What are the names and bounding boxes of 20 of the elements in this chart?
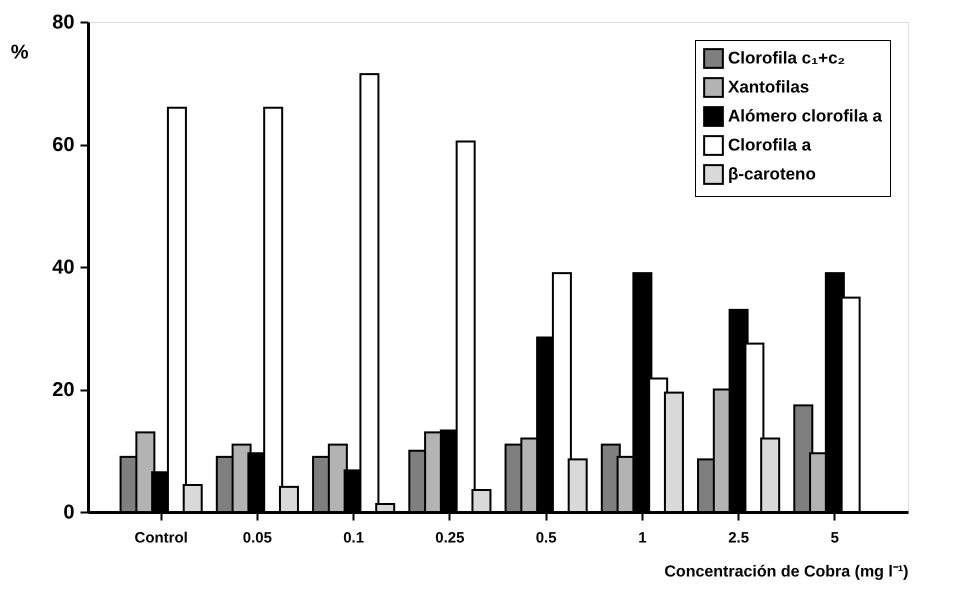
y-axis-title: % <box>10 42 29 64</box>
x-tick-label: 1 <box>638 530 647 546</box>
x-tick-label: Control <box>134 530 188 546</box>
x-tick-label: 0.05 <box>242 530 272 546</box>
x-tick-label: 0.1 <box>343 530 364 546</box>
y-tick-label: 40 <box>52 256 74 278</box>
legend-label: Clorofila a <box>728 136 812 154</box>
legend-label: Xantofilas <box>728 78 810 96</box>
legend-label: β-caroteno <box>728 164 816 184</box>
y-tick-label: 20 <box>52 379 74 401</box>
y-tick-label: 0 <box>63 502 74 524</box>
x-tick-label: 0.5 <box>536 530 557 546</box>
x-tick-label: 5 <box>830 530 840 546</box>
legend-label: Alómero clorofila a <box>728 106 883 126</box>
x-tick-label: 0.25 <box>435 530 464 546</box>
legend-label: Clorofila c₁+c₂ <box>728 48 846 68</box>
y-tick-label: 80 <box>52 12 74 34</box>
x-axis-title: Concentración de Cobra (mg l⁻¹) <box>664 564 908 580</box>
y-tick-label: 60 <box>52 134 74 156</box>
x-tick-label: 2.5 <box>728 530 750 546</box>
